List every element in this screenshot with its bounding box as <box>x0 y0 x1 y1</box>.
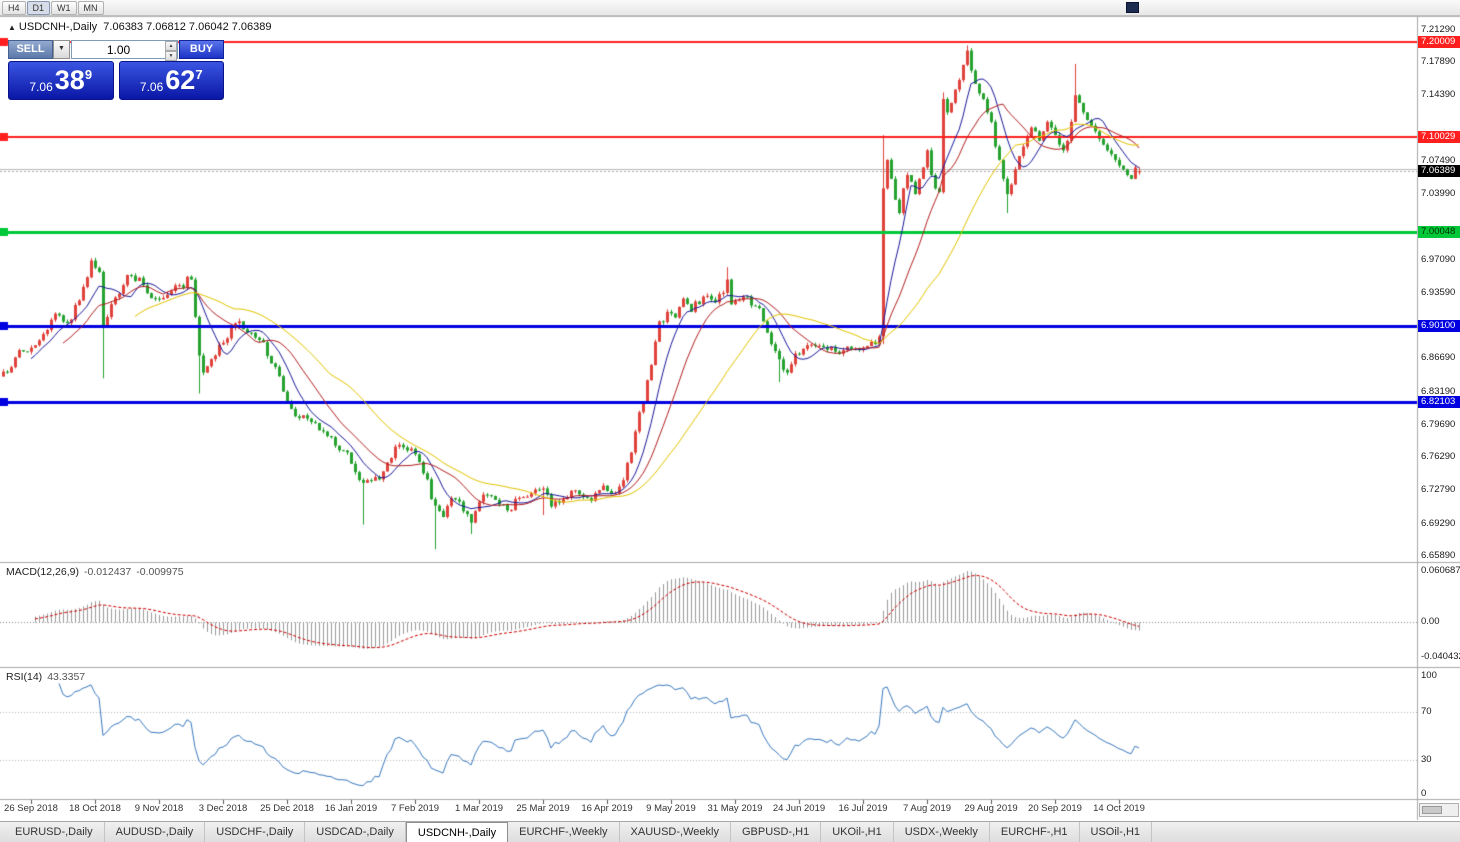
chart-tab-usdchf-daily[interactable]: USDCHF-,Daily <box>205 822 306 842</box>
level-line-tag-7-00048: 7.00048 <box>1418 225 1460 238</box>
symbol-marker-icon: ▲ <box>8 23 16 32</box>
time-axis-label: 18 Oct 2018 <box>69 803 121 814</box>
rsi-indicator-header: RSI(14) 43.3357 <box>6 671 85 683</box>
price-axis-label: 6.97090 <box>1421 253 1456 265</box>
buy-price-prefix: 7.06 <box>139 79 164 94</box>
price-axis-label: 7.21290 <box>1421 23 1456 35</box>
time-axis-label: 16 Apr 2019 <box>581 803 633 814</box>
time-axis-label: 3 Dec 2018 <box>198 803 248 814</box>
time-axis-label: 9 May 2019 <box>646 803 696 814</box>
buy-button[interactable]: BUY <box>179 40 224 59</box>
chart-tab-usdcad-daily[interactable]: USDCAD-,Daily <box>305 822 406 842</box>
chevron-down-icon: ▼ <box>58 45 65 52</box>
time-axis-label: 29 Aug 2019 <box>964 803 1018 814</box>
volume-spinner: ▲ ▼ <box>165 41 177 61</box>
time-axis-label: 25 Dec 2018 <box>260 803 314 814</box>
time-axis-label: 1 Mar 2019 <box>454 803 504 814</box>
chart-tab-usdx-weekly[interactable]: USDX-,Weekly <box>894 822 990 842</box>
support-line-tag-6-82103: 6.82103 <box>1418 396 1460 409</box>
chart-tab-ukoil-h1[interactable]: UKOil-,H1 <box>821 822 894 842</box>
timeframe-toolbar: H4 D1 W1 MN <box>0 0 1460 16</box>
chart-tab-usoil-h1[interactable]: USOil-,H1 <box>1080 822 1153 842</box>
chart-tab-eurusd-daily[interactable]: EURUSD-,Daily <box>4 822 105 842</box>
time-axis-label: 31 May 2019 <box>707 803 763 814</box>
volume-increase-button[interactable]: ▲ <box>165 41 177 51</box>
macd-axis-label: 0.00 <box>1421 616 1440 627</box>
buy-price-button[interactable]: 7.06 62 7 <box>118 61 224 100</box>
price-axis-label: 6.79690 <box>1421 418 1456 430</box>
window-button-icon[interactable] <box>1126 2 1139 13</box>
price-axis-label: 7.17890 <box>1421 56 1456 68</box>
price-axis-label: 6.69290 <box>1421 517 1456 529</box>
chart-symbol-label: USDCNH-,Daily <box>18 21 98 33</box>
chart-ohlc-values: 7.06383 7.06812 7.06042 7.06389 <box>103 21 272 33</box>
chart-tab-xauusd-weekly[interactable]: XAUUSD-,Weekly <box>620 822 731 842</box>
time-axis-label: 24 Jun 2019 <box>772 803 826 814</box>
time-axis-label: 9 Nov 2018 <box>134 803 184 814</box>
price-axis-label: 6.86690 <box>1421 352 1456 364</box>
period-button-d1[interactable]: D1 <box>26 0 51 15</box>
rsi-title: RSI(14) <box>6 671 43 683</box>
time-axis-label: 16 Jan 2019 <box>324 803 378 814</box>
rsi-value: 43.3357 <box>47 671 86 683</box>
one-click-trading-panel: SELL ▼ ▲ ▼ BUY 7.06 38 9 7.06 62 7 <box>8 40 224 100</box>
rsi-axis-label: 100 <box>1421 670 1437 681</box>
buy-price-pipette: 7 <box>195 66 203 82</box>
rsi-axis-label: 70 <box>1421 706 1432 717</box>
sell-price-button[interactable]: 7.06 38 9 <box>8 61 114 100</box>
rsi-axis-label: 30 <box>1421 754 1432 765</box>
volume-decrease-button[interactable]: ▼ <box>165 51 177 61</box>
chart-tabs-bar: EURUSD-,Daily AUDUSD-,Daily USDCHF-,Daily U… <box>0 821 1460 842</box>
bid-price-tag: 7.06389 <box>1418 165 1460 178</box>
price-axis-label: 6.93590 <box>1421 286 1456 298</box>
time-axis-label: 7 Aug 2019 <box>902 803 952 814</box>
price-axis-label: 6.83190 <box>1421 385 1456 397</box>
macd-signal-value: -0.009975 <box>136 566 184 578</box>
volume-input[interactable] <box>72 41 177 59</box>
chart-tab-eurchf-h1[interactable]: EURCHF-,H1 <box>990 822 1080 842</box>
macd-main-value: -0.012437 <box>83 566 132 578</box>
horizontal-scrollbar[interactable] <box>1419 803 1459 817</box>
price-axis-label: 7.03990 <box>1421 188 1456 200</box>
macd-axis-label: -0.040432 <box>1421 651 1460 662</box>
chart-tab-usdcnh-daily[interactable]: USDCNH-,Daily <box>405 822 509 842</box>
rsi-axis-label: 0 <box>1421 788 1427 799</box>
price-axis-label: 7.14390 <box>1421 89 1456 101</box>
time-axis-label: 7 Feb 2019 <box>390 803 440 814</box>
price-axis-label: 6.76290 <box>1421 451 1456 463</box>
period-button-h4[interactable]: H4 <box>2 0 26 15</box>
chart-tab-eurchf-weekly[interactable]: EURCHF-,Weekly <box>508 822 620 842</box>
volume-dropdown-button[interactable]: ▼ <box>53 40 70 59</box>
chart-title-ohlc: ▲ USDCNH-,Daily 7.06383 7.06812 7.06042 7… <box>8 21 272 33</box>
price-axis-label: 6.65890 <box>1421 550 1456 562</box>
macd-title: MACD(12,26,9) <box>6 566 79 578</box>
price-axis-label: 6.72790 <box>1421 484 1456 496</box>
period-button-w1[interactable]: W1 <box>51 0 77 15</box>
sell-button[interactable]: SELL <box>8 40 53 59</box>
macd-indicator-header: MACD(12,26,9) -0.012437 -0.009975 <box>6 566 184 578</box>
price-axis-label: 7.07490 <box>1421 154 1456 166</box>
volume-field-wrap: ▲ ▼ <box>71 40 178 61</box>
sell-price-prefix: 7.06 <box>29 79 53 94</box>
resistance-line-tag-7-20009: 7.20009 <box>1418 35 1460 48</box>
resistance-line-tag-7-10029: 7.10029 <box>1418 130 1460 143</box>
chart-tab-audusd-daily[interactable]: AUDUSD-,Daily <box>105 822 206 842</box>
macd-axis-label: 0.060687 <box>1421 565 1460 576</box>
support-line-tag-6-90100: 6.90100 <box>1418 320 1460 333</box>
time-axis-label: 16 Jul 2019 <box>838 803 888 814</box>
time-axis-label: 14 Oct 2019 <box>1093 803 1145 814</box>
time-axis-label: 26 Sep 2018 <box>4 803 58 814</box>
sell-price-pipette: 9 <box>84 66 93 82</box>
chart-tab-gbpusd-h1[interactable]: GBPUSD-,H1 <box>731 822 822 842</box>
time-axis-label: 20 Sep 2019 <box>1028 803 1082 814</box>
sell-price-big-digits: 38 <box>54 65 85 95</box>
scrollbar-thumb[interactable] <box>1422 806 1442 814</box>
buy-price-big-digits: 62 <box>165 65 196 95</box>
time-axis-label: 25 Mar 2019 <box>516 803 570 814</box>
period-button-mn[interactable]: MN <box>77 0 104 15</box>
